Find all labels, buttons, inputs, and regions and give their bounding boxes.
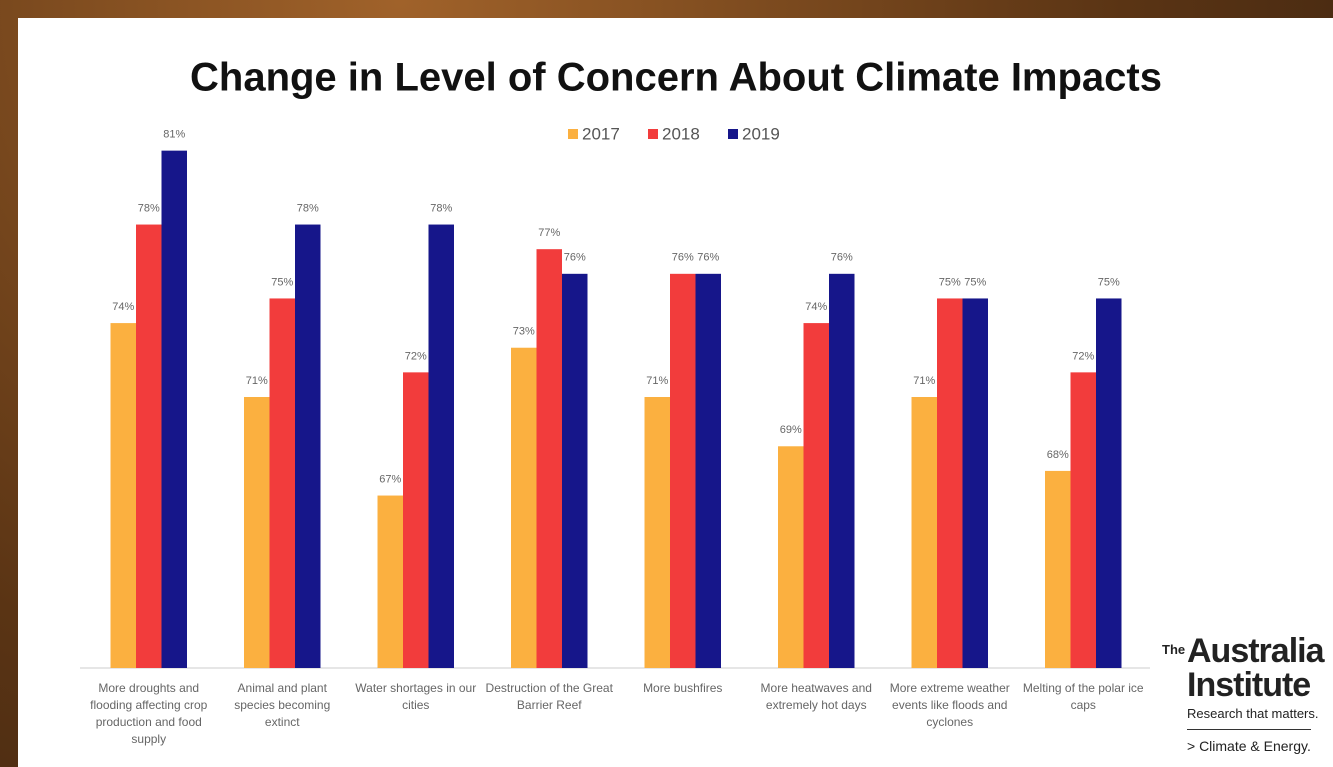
x-tick-label: Melting of the polar ice caps	[1022, 681, 1144, 712]
bar	[269, 298, 295, 668]
legend-swatch	[568, 129, 578, 139]
data-label: 71%	[246, 375, 268, 387]
data-label: 76%	[672, 252, 694, 264]
logo-rule	[1187, 729, 1311, 730]
data-label: 67%	[379, 473, 401, 485]
x-tick-label: Water shortages in our cities	[355, 681, 477, 712]
bar	[803, 323, 829, 668]
chart-title: Change in Level of Concern About Climate…	[190, 56, 1162, 100]
data-label: 72%	[405, 350, 427, 362]
x-tick-label: More droughts and flooding affecting cro…	[90, 681, 208, 746]
bar	[1070, 372, 1096, 668]
x-tick-label: Destruction of the Great Barrier Reef	[485, 681, 613, 712]
bar	[244, 397, 270, 668]
data-label: 76%	[564, 252, 586, 264]
data-label: 76%	[697, 252, 719, 264]
legend-label: 2019	[742, 124, 780, 143]
data-label: 71%	[913, 375, 935, 387]
legend-label: 2018	[662, 124, 700, 143]
logo-prefix: The	[1162, 642, 1186, 657]
data-label: 81%	[163, 129, 185, 141]
legend-label: 2017	[582, 124, 620, 143]
logo-tagline: Research that matters.	[1187, 706, 1319, 721]
bar	[377, 495, 403, 668]
logo-name: Australia	[1187, 632, 1324, 670]
bar	[403, 372, 429, 668]
data-label: 75%	[271, 276, 293, 288]
bar	[695, 273, 721, 668]
data-label: 74%	[112, 301, 134, 313]
bar	[110, 323, 136, 668]
bar	[962, 298, 988, 668]
x-tick-label: More heatwaves and extremely hot days	[760, 681, 872, 712]
bar	[644, 397, 670, 668]
data-label: 76%	[831, 252, 853, 264]
bar	[911, 397, 937, 668]
bar	[829, 273, 855, 668]
bar	[161, 150, 187, 669]
x-tick-label: More extreme weather events like floods …	[889, 681, 1010, 729]
bar	[536, 249, 562, 668]
legend-swatch	[728, 129, 738, 139]
bar	[670, 273, 696, 668]
data-label: 69%	[780, 424, 802, 436]
legend-swatch	[648, 129, 658, 139]
bar	[1096, 298, 1122, 668]
data-label: 73%	[513, 326, 535, 338]
data-label: 68%	[1047, 449, 1069, 461]
data-label: 75%	[939, 276, 961, 288]
data-label: 78%	[430, 202, 452, 214]
data-label: 74%	[805, 301, 827, 313]
data-label: 75%	[1098, 276, 1120, 288]
data-label: 75%	[964, 276, 986, 288]
bar	[937, 298, 963, 668]
data-label: 78%	[297, 202, 319, 214]
data-label: 72%	[1072, 350, 1094, 362]
bar	[1045, 470, 1071, 668]
bar	[295, 224, 321, 668]
x-tick-label: Animal and plant species becoming extinc…	[234, 681, 331, 729]
bar	[428, 224, 454, 668]
data-label: 77%	[538, 227, 560, 239]
data-label: 71%	[646, 375, 668, 387]
data-label: 78%	[138, 202, 160, 214]
bar	[778, 446, 804, 668]
x-tick-label: More bushfires	[643, 681, 723, 695]
logo-program: > Climate & Energy.	[1187, 738, 1311, 754]
bar	[511, 347, 537, 668]
bar	[562, 273, 588, 668]
logo-name: Institute	[1187, 666, 1311, 704]
bar	[136, 224, 162, 668]
